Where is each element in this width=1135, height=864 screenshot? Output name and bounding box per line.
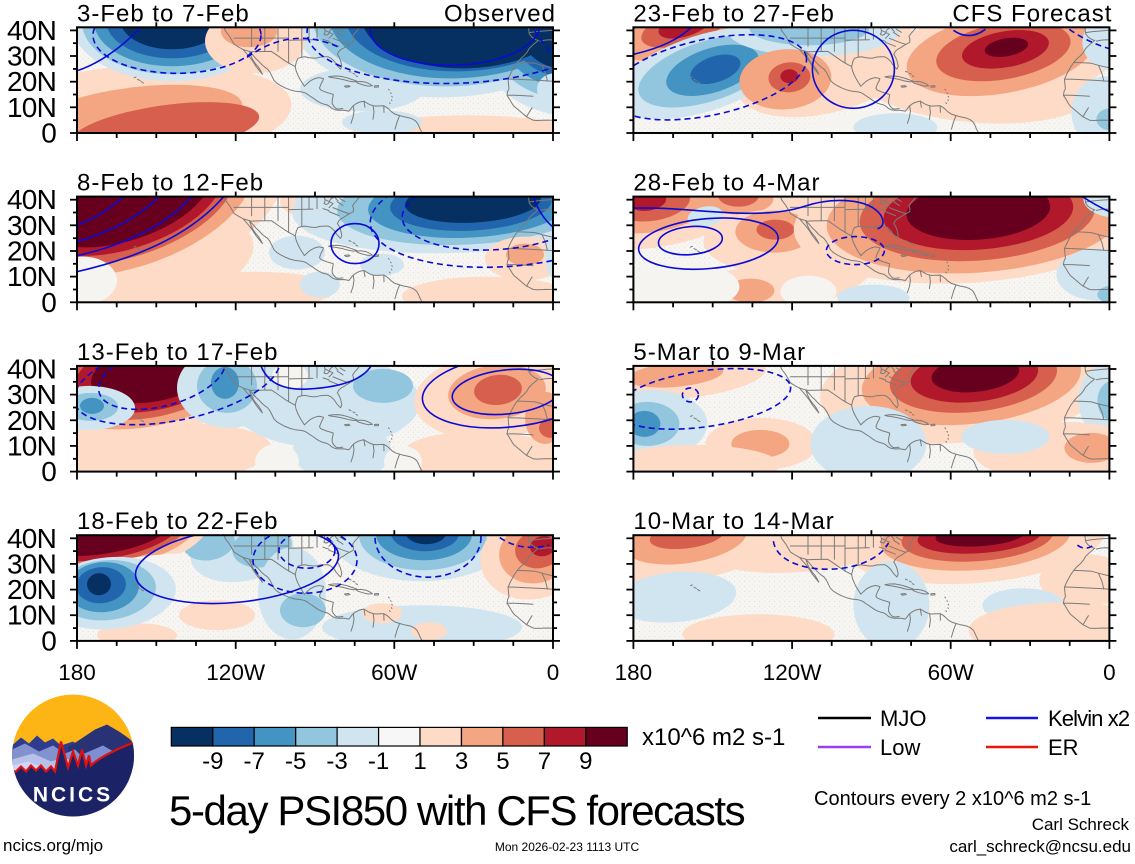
svg-text:Observed: Observed [444, 0, 556, 27]
svg-text:13-Feb to 17-Feb: 13-Feb to 17-Feb [77, 339, 278, 366]
svg-text:30N: 30N [7, 210, 56, 241]
svg-text:20N: 20N [7, 574, 56, 605]
svg-text:CFS Forecast: CFS Forecast [952, 0, 1112, 27]
svg-text:0: 0 [41, 456, 56, 487]
svg-text:-5: -5 [285, 748, 306, 775]
svg-text:0: 0 [547, 660, 560, 685]
svg-text:20N: 20N [7, 66, 56, 97]
svg-text:1: 1 [413, 748, 426, 775]
svg-text:10N: 10N [7, 430, 56, 461]
svg-text:-1: -1 [368, 748, 389, 775]
svg-text:Low: Low [880, 735, 920, 760]
svg-text:5-Mar to 9-Mar: 5-Mar to 9-Mar [633, 339, 806, 366]
svg-text:40N: 40N [7, 523, 56, 554]
svg-text:30N: 30N [7, 379, 56, 410]
svg-text:10N: 10N [7, 261, 56, 292]
svg-text:18-Feb to 22-Feb: 18-Feb to 22-Feb [77, 508, 278, 535]
svg-text:40N: 40N [7, 184, 56, 215]
svg-text:60W: 60W [928, 660, 975, 685]
svg-text:5-day PSI850 with CFS forecast: 5-day PSI850 with CFS forecasts [169, 787, 745, 834]
svg-text:20N: 20N [7, 405, 56, 436]
svg-text:0: 0 [41, 118, 56, 149]
svg-text:30N: 30N [7, 548, 56, 579]
svg-text:3: 3 [455, 748, 468, 775]
svg-text:7: 7 [538, 748, 551, 775]
svg-text:23-Feb to 27-Feb: 23-Feb to 27-Feb [633, 0, 834, 27]
svg-text:ER: ER [1048, 735, 1079, 760]
svg-text:-3: -3 [326, 748, 347, 775]
svg-text:-7: -7 [244, 748, 265, 775]
svg-text:40N: 40N [7, 354, 56, 385]
svg-text:0: 0 [41, 287, 56, 318]
svg-text:20N: 20N [7, 236, 56, 267]
svg-text:120W: 120W [763, 660, 823, 685]
svg-text:60W: 60W [371, 660, 418, 685]
svg-text:10N: 10N [7, 92, 56, 123]
svg-text:3-Feb to 7-Feb: 3-Feb to 7-Feb [77, 0, 250, 27]
svg-text:-9: -9 [202, 748, 223, 775]
svg-text:10-Mar to 14-Mar: 10-Mar to 14-Mar [633, 508, 834, 535]
svg-text:8-Feb to 12-Feb: 8-Feb to 12-Feb [77, 170, 264, 197]
svg-text:40N: 40N [7, 15, 56, 46]
svg-text:ncics.org/mjo: ncics.org/mjo [3, 836, 103, 855]
svg-text:Mon 2026-02-23 1113 UTC: Mon 2026-02-23 1113 UTC [495, 840, 640, 854]
svg-text:180: 180 [615, 660, 653, 685]
svg-text:NCICS: NCICS [33, 784, 113, 807]
svg-text:Contours every 2 x10^6 m2 s-1: Contours every 2 x10^6 m2 s-1 [814, 788, 1091, 810]
svg-text:carl_schreck@ncsu.edu: carl_schreck@ncsu.edu [949, 837, 1131, 856]
svg-text:180: 180 [58, 660, 96, 685]
svg-text:10N: 10N [7, 600, 56, 631]
svg-text:Carl Schreck: Carl Schreck [1032, 815, 1130, 834]
svg-text:MJO: MJO [880, 706, 926, 731]
svg-text:30N: 30N [7, 41, 56, 72]
svg-text:Kelvin x2: Kelvin x2 [1048, 706, 1130, 731]
svg-text:5: 5 [496, 748, 509, 775]
svg-text:0: 0 [1103, 660, 1116, 685]
svg-text:9: 9 [579, 748, 592, 775]
svg-text:120W: 120W [206, 660, 266, 685]
svg-text:x10^6 m2 s-1: x10^6 m2 s-1 [642, 724, 785, 751]
svg-text:28-Feb to 4-Mar: 28-Feb to 4-Mar [633, 170, 820, 197]
svg-text:0: 0 [41, 625, 56, 656]
